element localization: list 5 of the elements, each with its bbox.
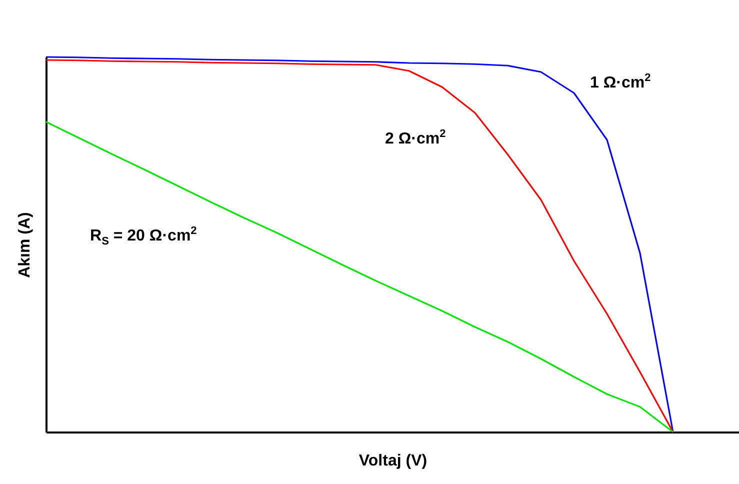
series-label: 1 Ω·cm$^{2}$ (590, 72, 651, 92)
y-axis-title: Akım (A) (16, 212, 34, 278)
series-label: 2 Ω·cm$^{2}$ (385, 128, 446, 148)
x-axis-title: Voltaj (V) (358, 452, 428, 470)
series-label: R$_{S}$ = 20 Ω·cm$^{2}$ (90, 225, 197, 248)
